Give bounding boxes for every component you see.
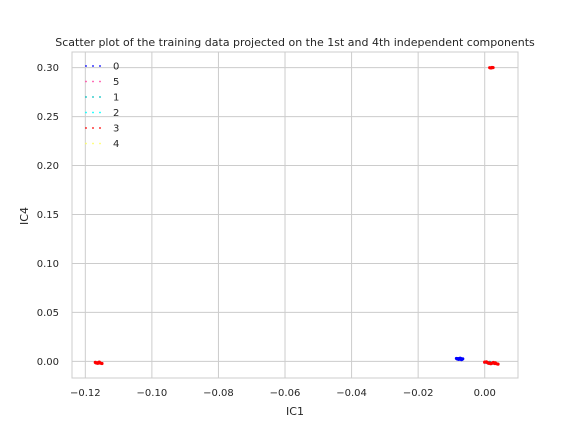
data-points bbox=[93, 65, 500, 366]
data-point bbox=[458, 356, 462, 360]
y-axis-ticks: 0.00 0.05 0.10 0.15 0.20 0.25 0.30 bbox=[37, 63, 59, 368]
x-tick-label: −0.02 bbox=[403, 388, 434, 399]
y-tick-label: 0.20 bbox=[37, 161, 59, 172]
x-tick-label: −0.08 bbox=[203, 388, 234, 399]
x-tick-label: 0.00 bbox=[474, 388, 496, 399]
legend-item: 2 bbox=[85, 108, 119, 119]
data-point bbox=[455, 357, 460, 361]
x-tick-label: −0.10 bbox=[137, 388, 168, 399]
data-point bbox=[489, 362, 493, 366]
data-point bbox=[461, 357, 465, 361]
legend-marker bbox=[92, 111, 94, 114]
x-tick-label: −0.06 bbox=[270, 388, 301, 399]
series-0 bbox=[454, 356, 465, 362]
y-tick-label: 0.15 bbox=[37, 210, 59, 221]
x-tick-label: −0.12 bbox=[70, 388, 101, 399]
chart-title: Scatter plot of the training data projec… bbox=[55, 36, 535, 49]
data-point bbox=[97, 360, 101, 364]
y-tick-label: 0.10 bbox=[37, 259, 59, 270]
legend-marker bbox=[92, 96, 94, 98]
legend-marker bbox=[85, 80, 87, 83]
legend-item: 1 bbox=[85, 93, 119, 104]
y-tick-label: 0.25 bbox=[37, 112, 59, 123]
legend-item: 3 bbox=[85, 124, 119, 135]
legend-marker bbox=[85, 65, 87, 67]
legend-marker bbox=[99, 142, 101, 145]
legend-marker bbox=[99, 65, 101, 67]
legend-marker bbox=[99, 111, 101, 114]
legend-marker bbox=[85, 142, 87, 145]
legend-marker bbox=[99, 96, 101, 98]
data-point bbox=[493, 361, 497, 365]
legend-marker bbox=[85, 111, 87, 114]
legend-marker bbox=[92, 80, 94, 83]
legend-marker bbox=[99, 127, 101, 129]
legend-marker bbox=[99, 80, 101, 83]
legend-marker bbox=[85, 127, 87, 129]
y-tick-label: 0.05 bbox=[37, 308, 59, 319]
x-axis-label: IC1 bbox=[286, 405, 304, 418]
data-point bbox=[100, 361, 104, 366]
data-point bbox=[490, 65, 494, 70]
grid-lines bbox=[72, 52, 518, 378]
data-point bbox=[94, 361, 98, 365]
legend-marker bbox=[85, 96, 87, 98]
series-3 bbox=[93, 65, 500, 366]
y-tick-label: 0.00 bbox=[37, 357, 59, 368]
x-tick-label: −0.04 bbox=[336, 388, 367, 399]
legend-marker bbox=[92, 127, 94, 129]
legend-label: 1 bbox=[113, 93, 119, 104]
legend-label: 5 bbox=[113, 77, 119, 88]
data-point bbox=[496, 362, 500, 366]
legend-label: 0 bbox=[113, 62, 119, 73]
legend: 0 5 1 2 3 4 bbox=[85, 62, 119, 150]
legend-marker bbox=[92, 65, 94, 67]
y-tick-label: 0.30 bbox=[37, 63, 59, 74]
data-point bbox=[484, 360, 488, 364]
legend-item: 0 bbox=[85, 62, 119, 73]
legend-marker bbox=[92, 142, 94, 145]
legend-label: 4 bbox=[113, 139, 119, 150]
legend-label: 2 bbox=[113, 108, 119, 119]
y-axis-label: IC4 bbox=[18, 207, 31, 225]
x-axis-ticks: −0.12 −0.10 −0.08 −0.06 −0.04 −0.02 0.00 bbox=[70, 388, 496, 399]
legend-label: 3 bbox=[113, 124, 119, 135]
legend-item: 5 bbox=[85, 77, 119, 88]
legend-item: 4 bbox=[85, 139, 119, 150]
